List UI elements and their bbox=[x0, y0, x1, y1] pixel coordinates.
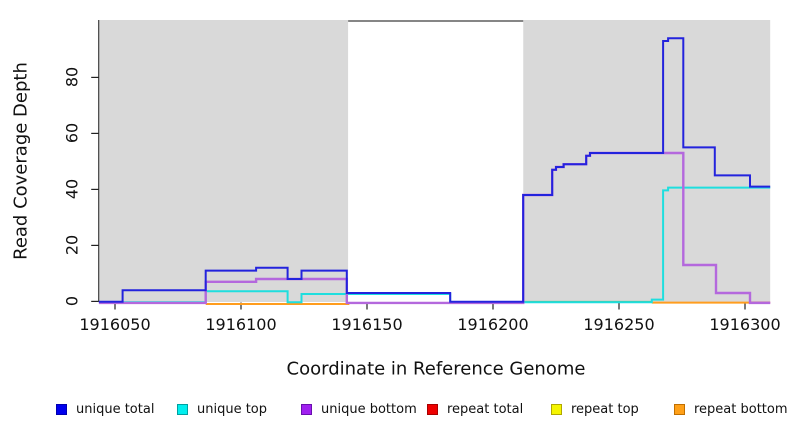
y-axis-title: Read Coverage Depth bbox=[10, 62, 32, 260]
legend-label: unique total bbox=[76, 401, 155, 417]
shaded-region bbox=[523, 20, 771, 302]
x-axis-title: Coordinate in Reference Genome bbox=[286, 358, 586, 380]
y-tick-label: 80 bbox=[62, 67, 82, 88]
legend-item-unique-total: unique total bbox=[56, 397, 154, 421]
shaded-region bbox=[98, 20, 349, 302]
series-unique-total bbox=[98, 37, 771, 303]
legend: unique total unique top unique bottom repea… bbox=[0, 397, 792, 421]
legend-swatch-icon bbox=[56, 403, 67, 415]
legend-item-repeat-top: repeat top bbox=[551, 397, 639, 421]
legend-label: repeat bottom bbox=[694, 401, 788, 417]
x-tick-label: 1916200 bbox=[457, 315, 529, 334]
x-tick-label: 1916050 bbox=[79, 315, 151, 334]
legend-item-repeat-total: repeat total bbox=[427, 397, 523, 421]
legend-label: repeat top bbox=[571, 401, 639, 417]
y-tick-label: 60 bbox=[62, 123, 82, 144]
legend-swatch-icon bbox=[301, 403, 312, 415]
legend-swatch-icon bbox=[674, 403, 685, 415]
legend-swatch-icon bbox=[177, 403, 188, 415]
legend-label: unique bottom bbox=[321, 401, 417, 417]
x-tick-label: 1916300 bbox=[709, 315, 781, 334]
legend-swatch-icon bbox=[427, 403, 438, 415]
legend-item-unique-bottom: unique bottom bbox=[301, 397, 417, 421]
legend-item-unique-top: unique top bbox=[177, 397, 267, 421]
legend-swatch-icon bbox=[551, 403, 562, 415]
x-tick-label: 1916150 bbox=[331, 315, 403, 334]
y-tick-label: 20 bbox=[62, 235, 82, 256]
x-tick-label: 1916100 bbox=[205, 315, 277, 334]
legend-label: unique top bbox=[197, 401, 268, 417]
legend-label: repeat total bbox=[447, 401, 524, 417]
y-tick-label: 0 bbox=[62, 296, 82, 307]
x-tick-label: 1916250 bbox=[583, 315, 655, 334]
legend-item-repeat-bottom: repeat bottom bbox=[674, 397, 788, 421]
y-tick-label: 40 bbox=[62, 179, 82, 200]
